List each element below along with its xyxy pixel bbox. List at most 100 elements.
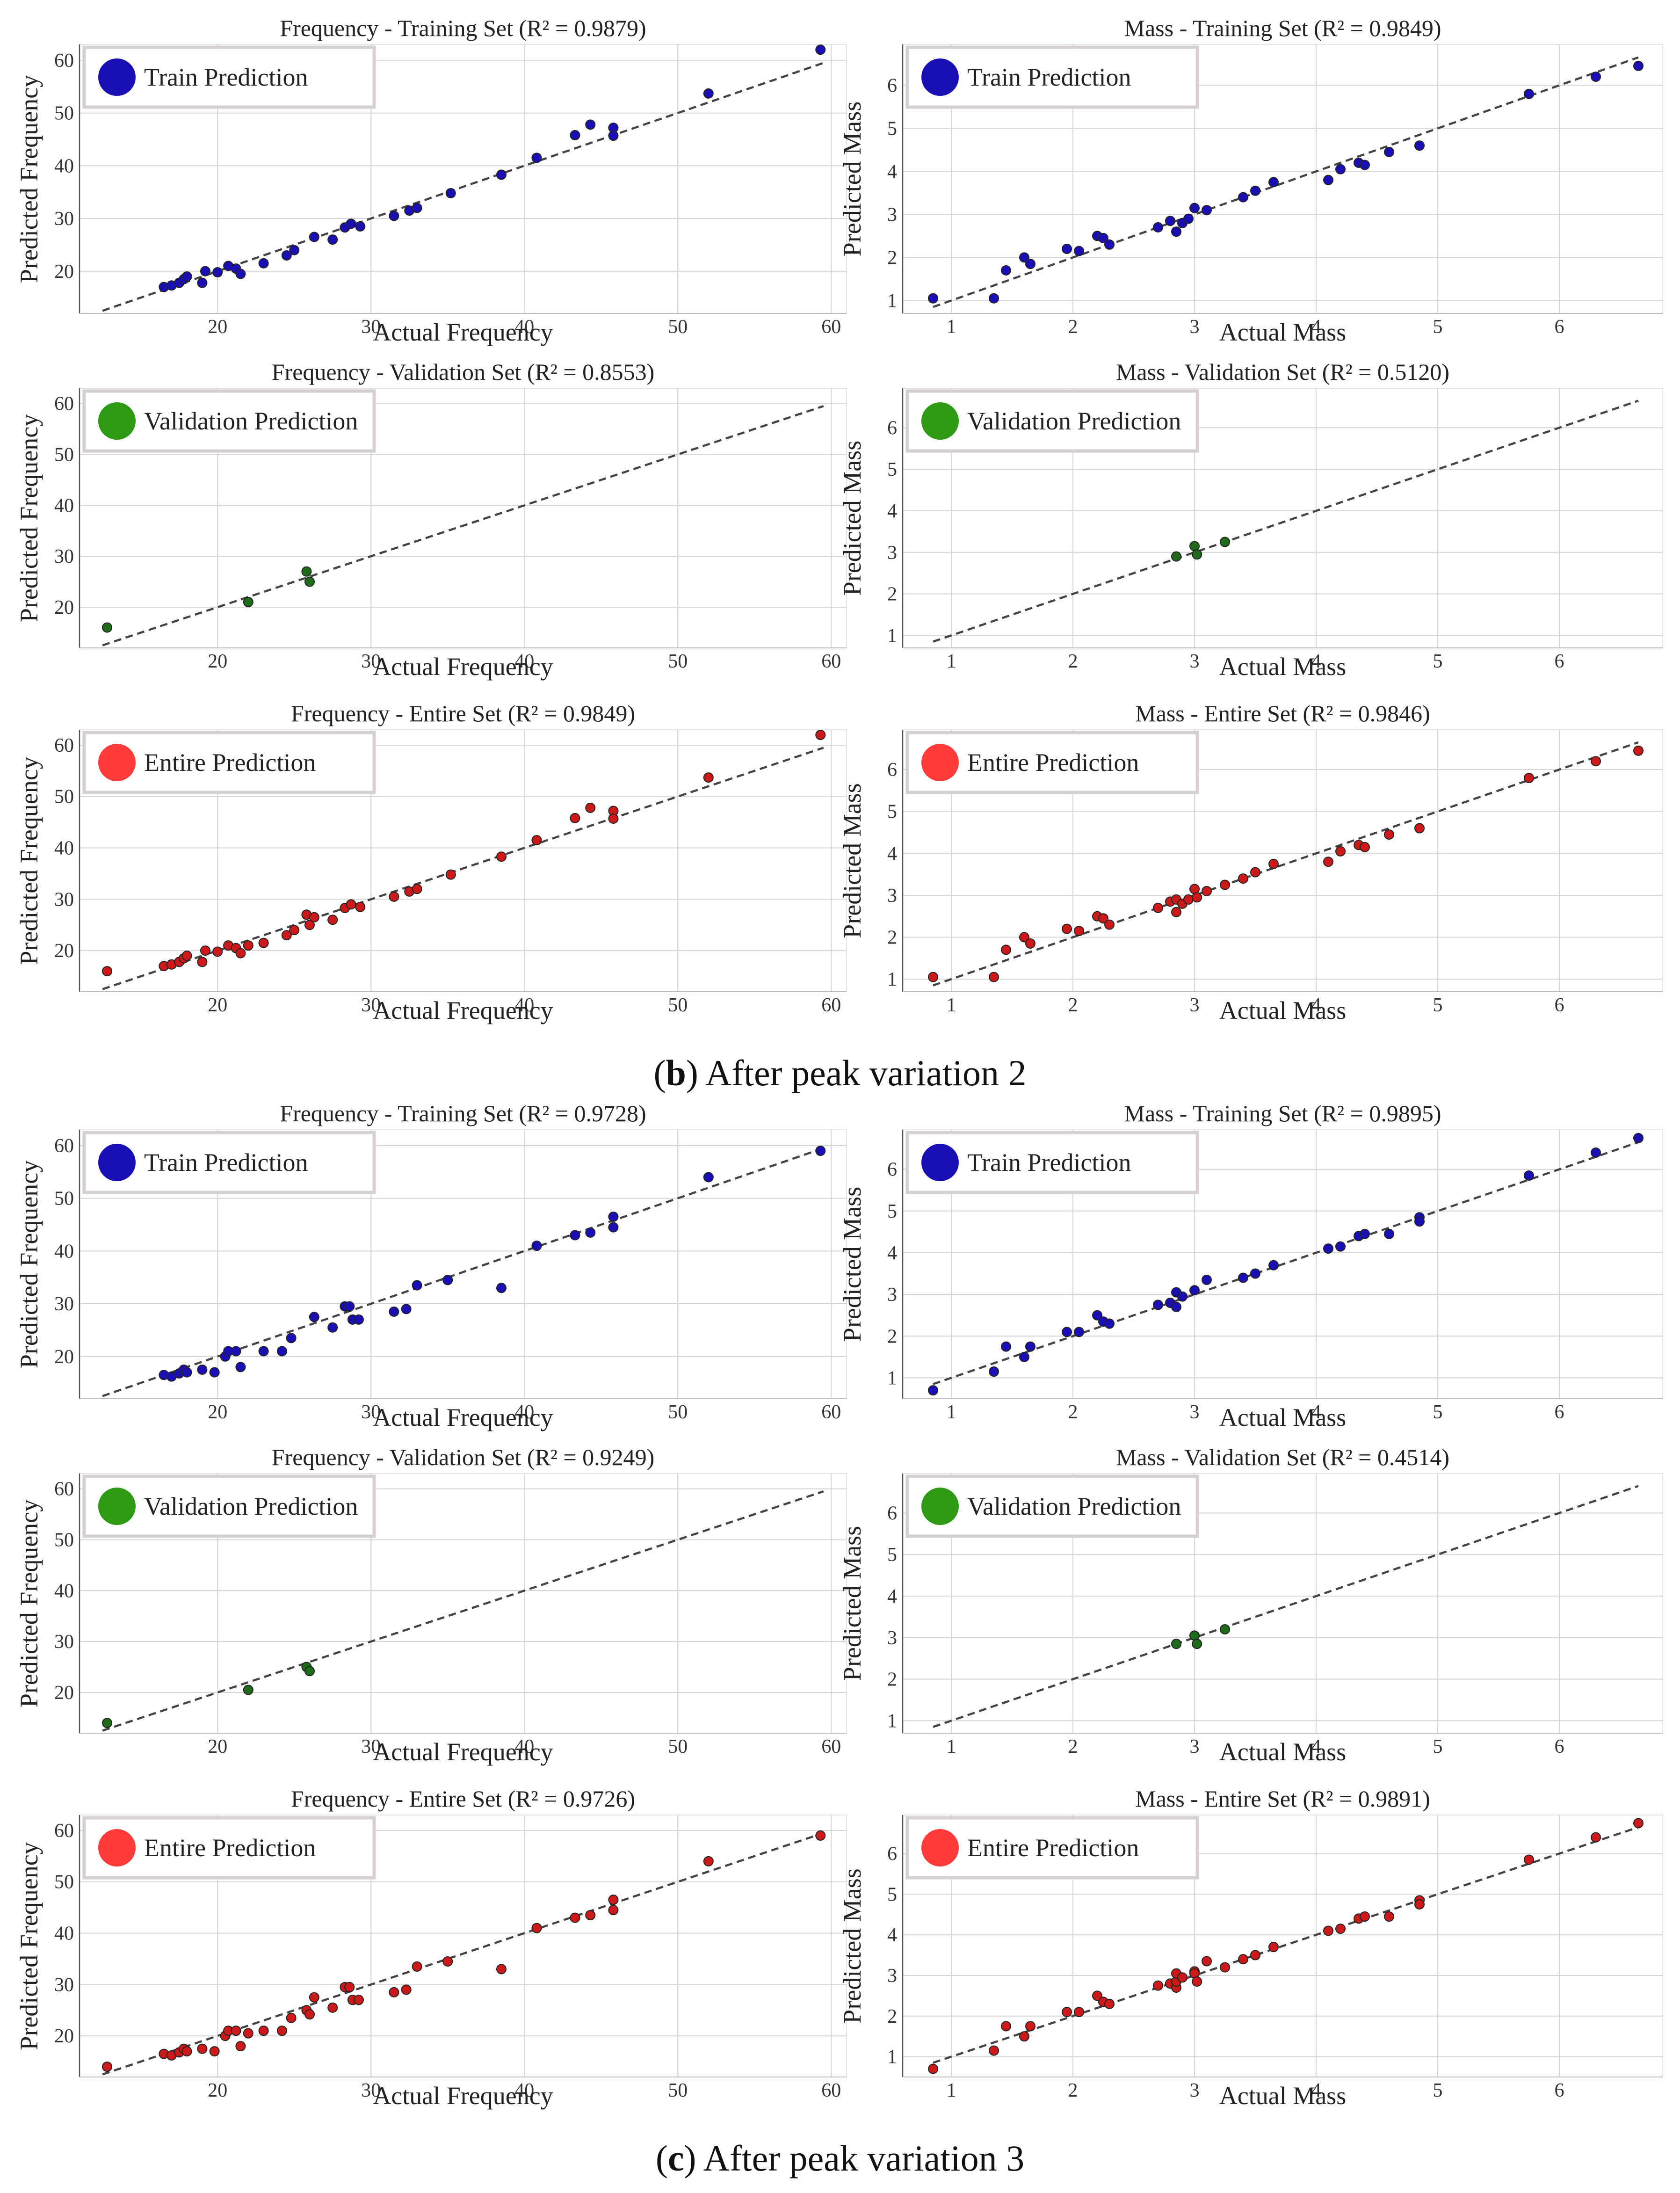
- data-point: [258, 937, 269, 948]
- data-point: [1025, 938, 1036, 949]
- x-tick-label: 2: [1068, 2080, 1078, 2101]
- data-point: [1019, 932, 1029, 943]
- data-point: [181, 2046, 192, 2057]
- data-point: [1019, 2031, 1029, 2042]
- data-point: [531, 835, 542, 846]
- y-tick-label: 1: [887, 2047, 897, 2068]
- x-tick-label: 40: [514, 1401, 534, 1423]
- data-point: [1202, 1274, 1212, 1285]
- data-point: [102, 966, 113, 977]
- data-point: [1019, 252, 1029, 263]
- data-point: [1189, 884, 1200, 894]
- x-tick-label: 5: [1433, 651, 1443, 672]
- data-point: [1414, 823, 1425, 834]
- data-point: [1171, 907, 1181, 917]
- data-point: [1384, 829, 1394, 840]
- legend-label: Validation Prediction: [144, 1492, 358, 1520]
- legend: Validation Prediction: [82, 389, 376, 453]
- y-tick-label: 5: [887, 801, 897, 823]
- y-tick-label: 30: [54, 1631, 74, 1653]
- data-point: [1268, 1260, 1279, 1271]
- data-point: [197, 2043, 208, 2054]
- data-point: [1001, 2021, 1011, 2032]
- data-point: [346, 899, 356, 910]
- x-tick-label: 6: [1555, 995, 1564, 1016]
- ideal-fit-line: [102, 405, 824, 646]
- x-tick-label: 5: [1433, 1736, 1443, 1757]
- data-point: [585, 802, 596, 813]
- data-point: [197, 277, 208, 288]
- data-points: [102, 1662, 315, 1728]
- data-point: [531, 1923, 542, 1933]
- data-point: [1335, 846, 1346, 857]
- y-tick-label: 5: [887, 459, 897, 480]
- data-point: [703, 88, 714, 99]
- data-point: [102, 2062, 113, 2072]
- legend: Train Prediction: [82, 45, 376, 109]
- y-tick-label: 50: [54, 786, 74, 808]
- y-axis-label: Predicted Mass: [838, 1187, 866, 1342]
- chart-title: Mass - Training Set (R² = 0.9849): [1124, 15, 1441, 41]
- data-point: [1335, 1241, 1346, 1252]
- data-point: [1335, 1924, 1346, 1934]
- x-tick-label: 2: [1068, 651, 1078, 672]
- chart-c-mass-entire: 1 2 3 4 5 6 1 2 3 4 5 6 Mass - Entire Set (R² = 0.98…: [838, 1786, 1663, 2110]
- y-tick-label: 3: [887, 885, 897, 907]
- chart-title: Frequency - Entire Set (R² = 0.9849): [291, 700, 635, 726]
- x-tick-label: 50: [668, 2080, 688, 2101]
- blue-dot-icon: [98, 58, 136, 96]
- data-point: [1025, 2021, 1036, 2032]
- data-point: [703, 772, 714, 783]
- chart-c-freq-entire: 20 30 40 50 60 20 30 40 50 60 Frequency - Entire S…: [15, 1786, 847, 2110]
- data-point: [389, 1306, 399, 1317]
- data-point: [815, 44, 826, 55]
- y-tick-label: 40: [54, 1580, 74, 1602]
- green-dot-icon: [98, 402, 136, 440]
- data-point: [304, 920, 315, 930]
- x-tick-label: 40: [514, 651, 534, 672]
- y-tick-label: 20: [54, 597, 74, 618]
- x-tick-label: 30: [361, 316, 381, 338]
- y-tick-label: 60: [54, 1479, 74, 1500]
- data-point: [1074, 2007, 1084, 2018]
- caption-c: (c) After peak variation 3: [656, 2138, 1024, 2178]
- data-point: [1238, 1272, 1248, 1283]
- data-point: [389, 891, 399, 902]
- data-point: [1323, 174, 1333, 185]
- y-tick-label: 30: [54, 889, 74, 910]
- legend: Entire Prediction: [82, 731, 376, 794]
- red-dot-icon: [98, 744, 136, 781]
- data-point: [1202, 886, 1212, 896]
- data-point: [1189, 203, 1200, 213]
- data-point: [1171, 226, 1181, 237]
- x-tick-label: 4: [1311, 1736, 1321, 1757]
- y-tick-label: 6: [887, 1503, 897, 1524]
- x-tick-label: 20: [208, 995, 227, 1016]
- y-tick-label: 40: [54, 155, 74, 177]
- y-tick-label: 50: [54, 444, 74, 465]
- data-point: [989, 1366, 999, 1377]
- red-dot-icon: [921, 744, 959, 781]
- data-point: [304, 2009, 315, 2020]
- x-tick-label: 40: [514, 1736, 534, 1757]
- chart-title: Mass - Entire Set (R² = 0.9891): [1135, 1786, 1430, 1812]
- x-tick-label: 4: [1311, 1401, 1321, 1423]
- data-point: [608, 813, 619, 824]
- legend: Validation Prediction: [905, 389, 1199, 453]
- y-axis-label: Predicted Frequency: [15, 414, 43, 622]
- data-point: [496, 851, 507, 862]
- data-points: [928, 745, 1644, 982]
- data-point: [301, 566, 312, 577]
- x-tick-label: 1: [947, 995, 956, 1016]
- data-point: [235, 2041, 246, 2052]
- data-point: [235, 1362, 246, 1372]
- y-axis-label: Predicted Frequency: [15, 756, 43, 965]
- y-axis-label: Predicted Mass: [838, 441, 866, 595]
- y-tick-label: 3: [887, 542, 897, 564]
- y-tick-label: 2: [887, 1669, 897, 1691]
- y-tick-label: 20: [54, 940, 74, 962]
- y-tick-label: 5: [887, 1884, 897, 1905]
- data-point: [445, 188, 456, 198]
- data-point: [1524, 1854, 1534, 1865]
- data-point: [1220, 1962, 1230, 1973]
